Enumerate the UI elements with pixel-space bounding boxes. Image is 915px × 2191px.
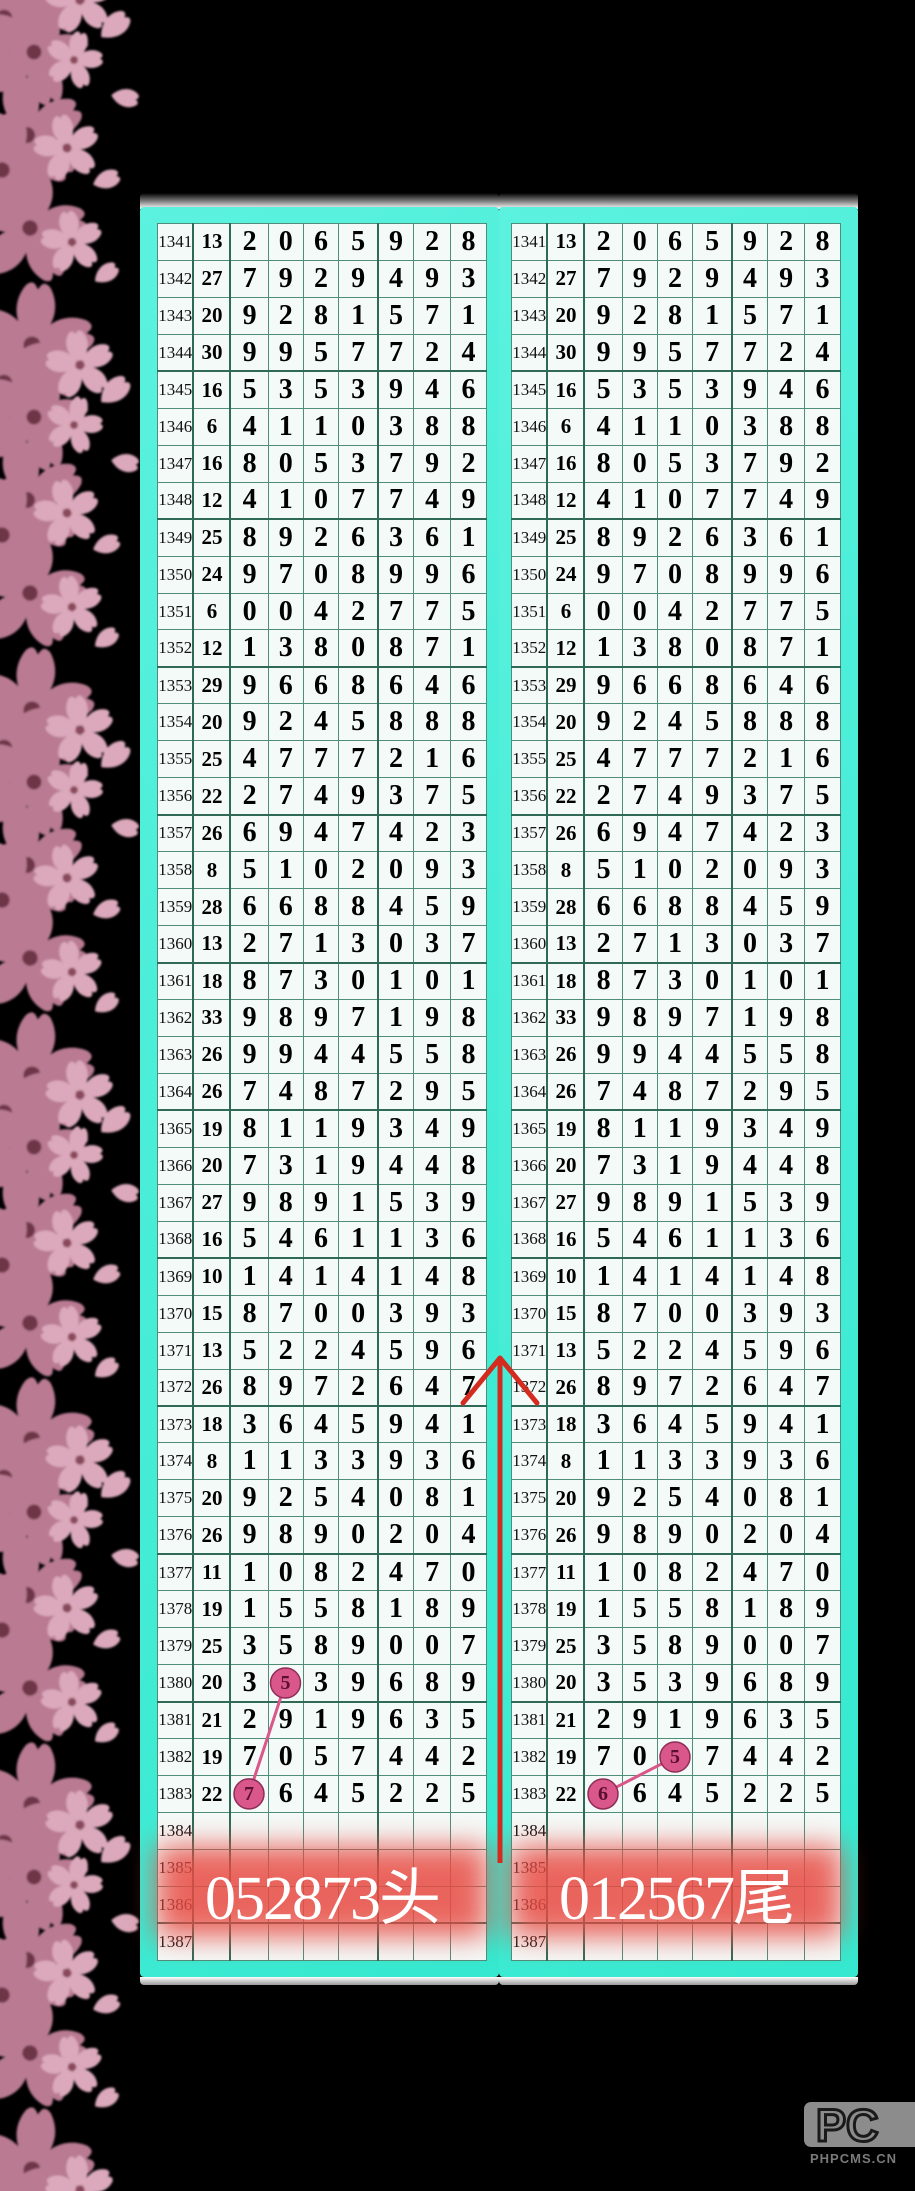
svg-text:6: 6 [598, 1783, 608, 1805]
svg-text:5: 5 [281, 1672, 291, 1694]
svg-text:7: 7 [244, 1783, 254, 1805]
svg-text:5: 5 [670, 1746, 680, 1768]
svg-text:PHPCMS.CN: PHPCMS.CN [810, 2151, 897, 2166]
svg-text:PC: PC [816, 2100, 879, 2151]
